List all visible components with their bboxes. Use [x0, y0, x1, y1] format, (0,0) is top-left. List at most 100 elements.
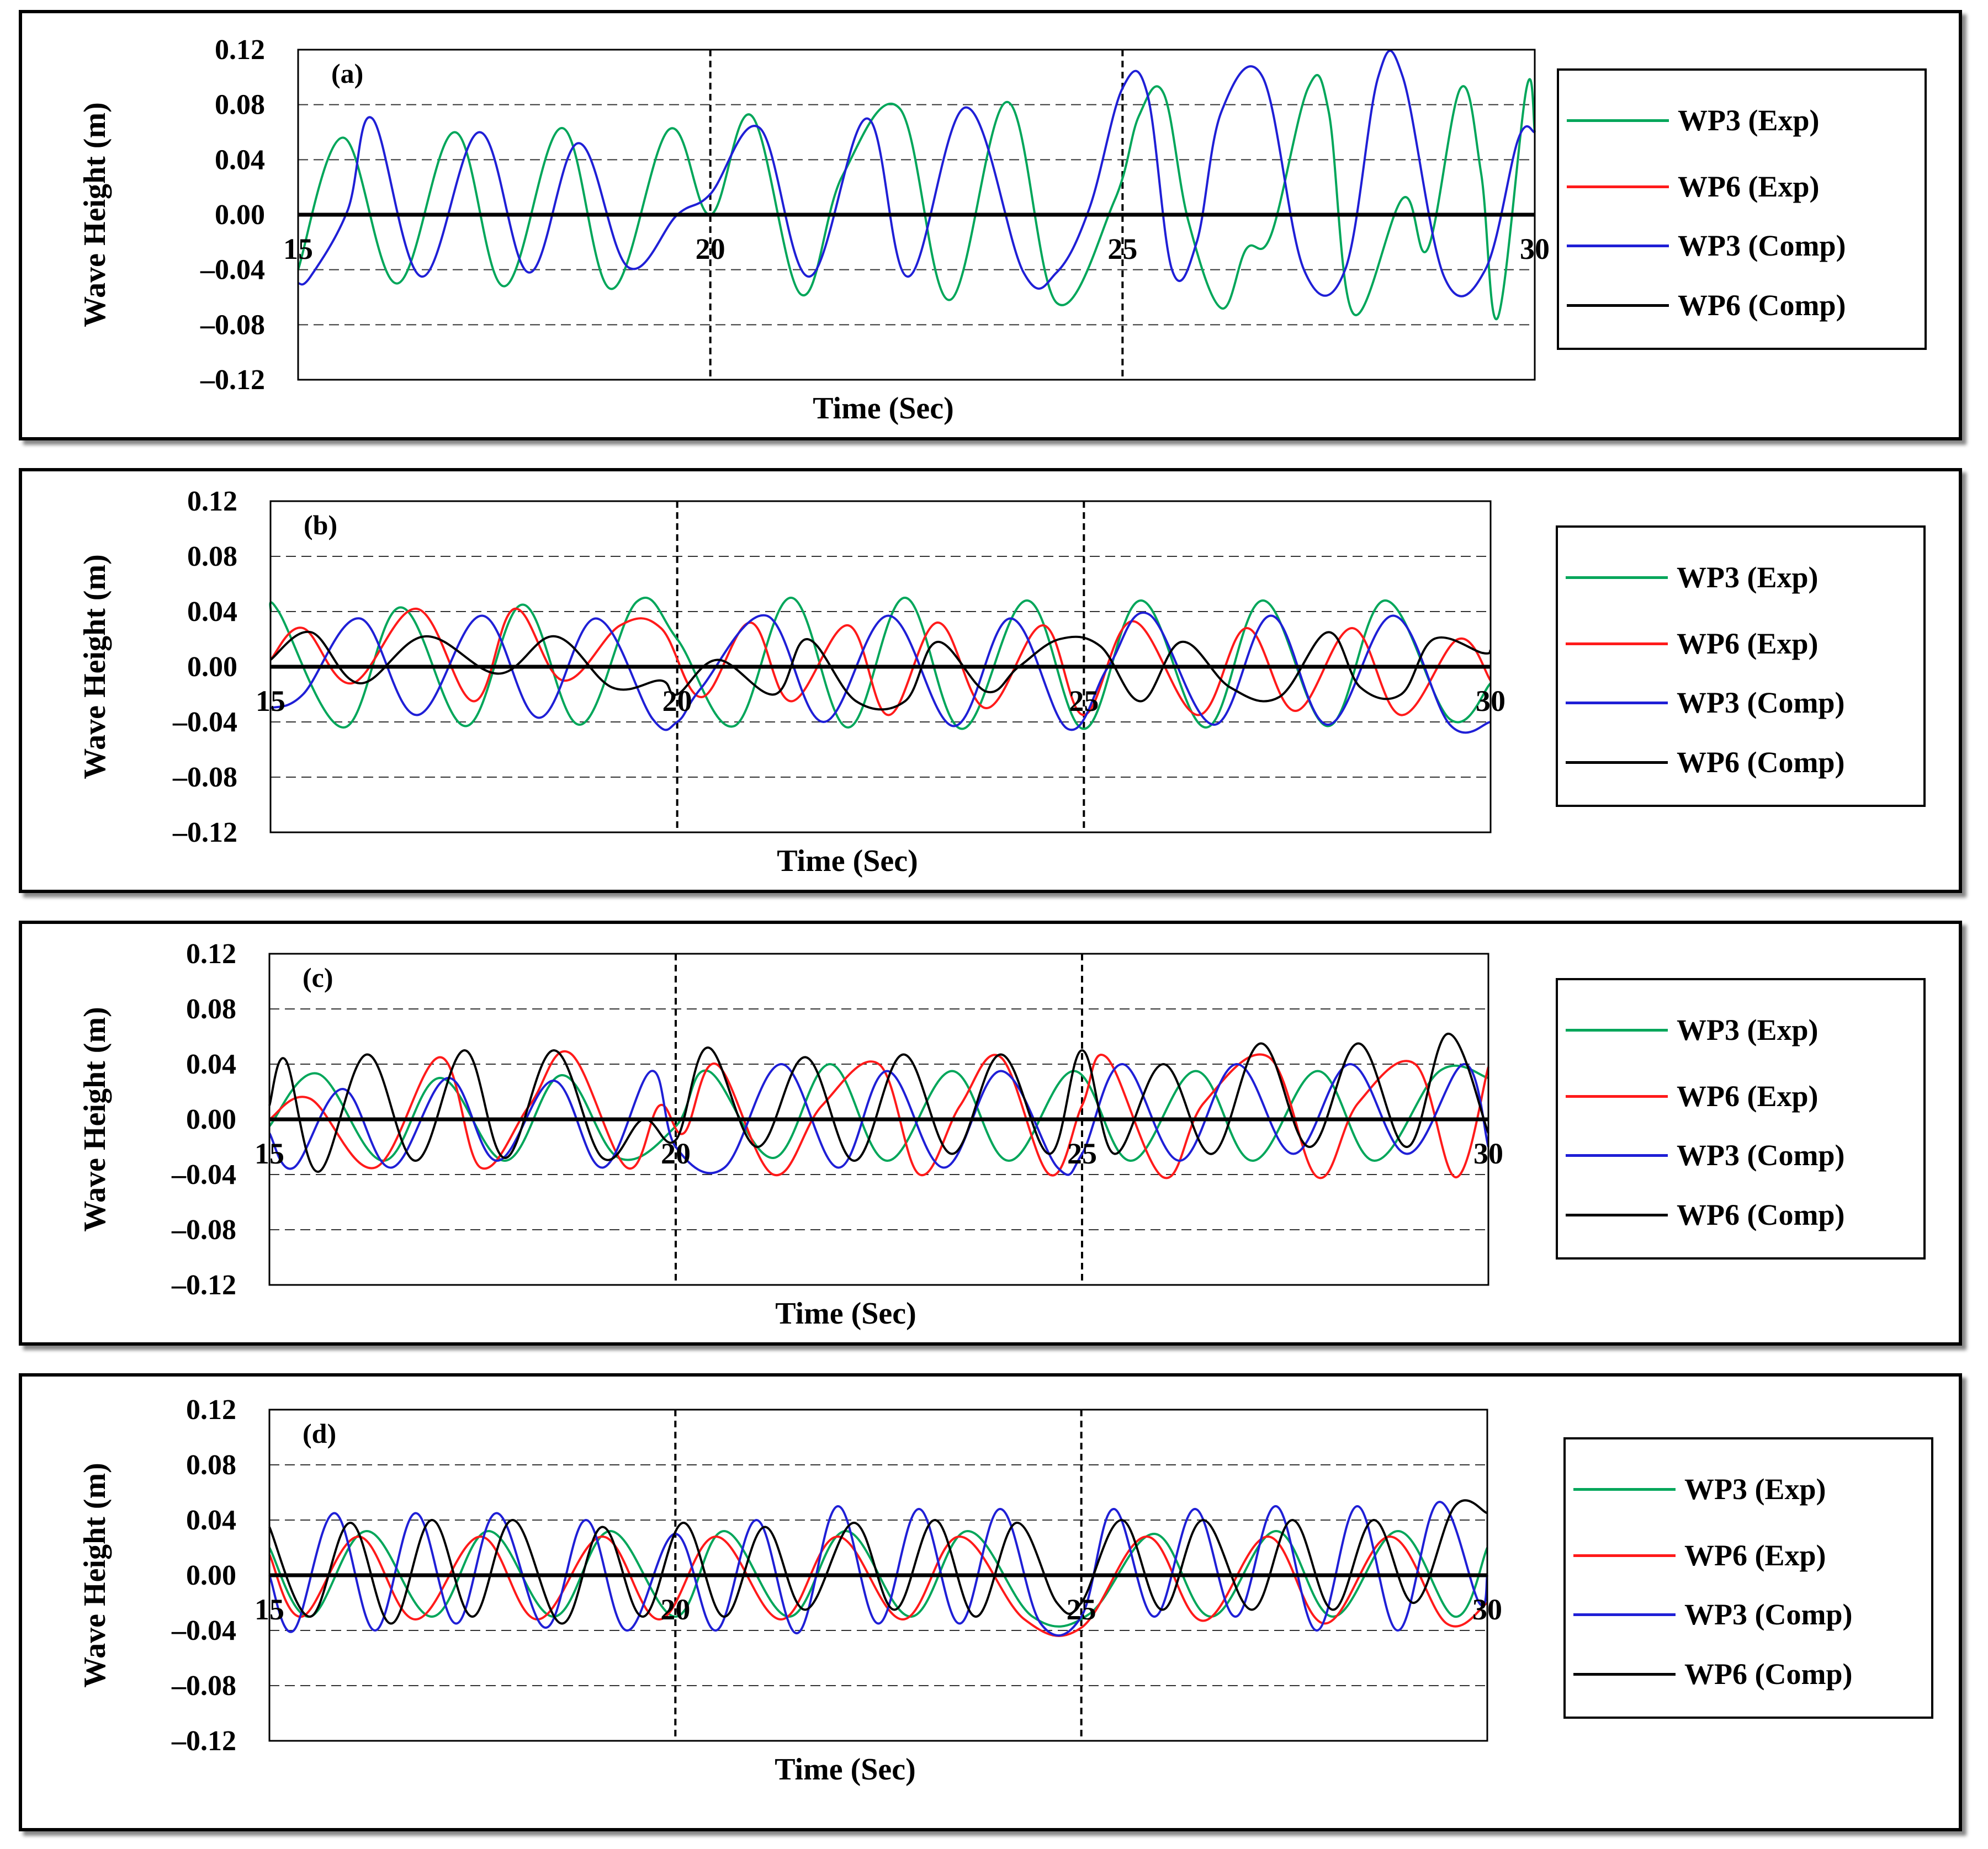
- x-tick-label-b-0: 15: [256, 684, 285, 718]
- legend-label-wp3-comp-d: WP3 (Comp): [1684, 1598, 1853, 1631]
- legend-label-wp6-exp-b: WP6 (Exp): [1677, 627, 1819, 660]
- y-tick-label-b-6: –0.12: [172, 817, 237, 848]
- legend-swatch-wp6-exp-a: [1567, 185, 1669, 188]
- legend-item-wp3-exp-c: WP3 (Exp): [1558, 1013, 1923, 1046]
- y-tick-label-c-0: 0.12: [186, 938, 236, 970]
- legend-label-wp6-exp-a: WP6 (Exp): [1678, 170, 1820, 203]
- x-axis-label-a: Time (Sec): [813, 391, 954, 426]
- legend-label-wp6-exp-c: WP6 (Exp): [1677, 1080, 1819, 1113]
- y-tick-label-d-3: 0.00: [186, 1560, 236, 1591]
- legend-label-wp3-comp-a: WP3 (Comp): [1678, 229, 1846, 262]
- chart-b: 0.12 0.08 0.04 0.00 –0.04 –0.08 –0.12 15 20 25 30 (…: [78, 486, 1505, 878]
- x-tick-label-b-2: 25: [1069, 684, 1099, 718]
- y-tick-label-a-4: –0.04: [200, 254, 265, 286]
- y-tick-label-a-2: 0.04: [215, 144, 265, 176]
- series-wp6-exp-b: [269, 607, 1492, 716]
- y-tick-label-a-6: –0.12: [200, 364, 265, 396]
- y-tick-label-b-2: 0.04: [187, 596, 237, 628]
- y-axis-label-a: Wave Height (m): [78, 102, 112, 327]
- x-tick-label-c-3: 30: [1473, 1137, 1503, 1170]
- legend-label-wp3-comp-c: WP3 (Comp): [1677, 1139, 1845, 1172]
- legend-item-wp6-exp-c: WP6 (Exp): [1558, 1080, 1923, 1113]
- legend-label-wp6-comp-d: WP6 (Comp): [1684, 1657, 1853, 1691]
- legend-swatch-wp3-comp-d: [1573, 1613, 1676, 1616]
- legend-b: WP3 (Exp) WP6 (Exp) WP3 (Comp) WP6 (Comp): [1556, 525, 1926, 807]
- legend-item-wp6-exp-a: WP6 (Exp): [1559, 170, 1925, 203]
- y-tick-label-c-4: –0.04: [171, 1159, 236, 1191]
- legend-label-wp3-exp-d: WP3 (Exp): [1684, 1473, 1826, 1506]
- x-tick-label-c-0: 15: [255, 1137, 284, 1170]
- y-tick-label-b-5: –0.08: [172, 762, 237, 793]
- plot-area-d: [268, 1409, 1488, 1742]
- legend-label-wp6-comp-c: WP6 (Comp): [1677, 1198, 1845, 1231]
- series-wp6-comp-d: [268, 1499, 1488, 1625]
- chart-panel-b: 0.12 0.08 0.04 0.00 –0.04 –0.08 –0.12 15 20 25 30 (…: [19, 468, 1962, 893]
- chart-panel-a: 0.12 0.08 0.04 0.00 –0.04 –0.08 –0.12 15 20 25 30 (…: [19, 10, 1962, 440]
- legend-label-wp3-exp-b: WP3 (Exp): [1677, 561, 1819, 594]
- series-wp6-comp-c: [268, 1033, 1489, 1173]
- legend-swatch-wp3-exp-c: [1566, 1029, 1668, 1032]
- chart-a: 0.12 0.08 0.04 0.00 –0.04 –0.08 –0.12 15 20 25 30 (…: [78, 34, 1550, 426]
- y-tick-label-a-1: 0.08: [215, 89, 265, 121]
- legend-item-wp3-comp-c: WP3 (Comp): [1558, 1139, 1923, 1172]
- series-wp3-comp-b: [270, 612, 1491, 734]
- legend-label-wp6-exp-d: WP6 (Exp): [1684, 1539, 1826, 1572]
- legend-item-wp6-comp-d: WP6 (Comp): [1566, 1657, 1931, 1691]
- x-axis-label-d: Time (Sec): [775, 1752, 916, 1787]
- y-tick-label-c-3: 0.00: [186, 1104, 236, 1135]
- y-tick-label-b-0: 0.12: [187, 486, 237, 517]
- series-wp3-exp-d: [268, 1530, 1488, 1628]
- series-wp3-comp-d: [268, 1501, 1488, 1637]
- legend-swatch-wp3-exp-d: [1573, 1488, 1676, 1491]
- x-tick-label-c-1: 20: [661, 1137, 691, 1170]
- y-tick-label-d-6: –0.12: [171, 1725, 236, 1757]
- legend-item-wp6-comp-c: WP6 (Comp): [1558, 1198, 1923, 1231]
- y-tick-label-d-1: 0.08: [186, 1449, 236, 1481]
- legend-c: WP3 (Exp) WP6 (Exp) WP3 (Comp) WP6 (Comp): [1556, 978, 1926, 1260]
- legend-swatch-wp6-exp-c: [1566, 1095, 1668, 1098]
- legend-d: WP3 (Exp) WP6 (Exp) WP3 (Comp) WP6 (Comp): [1563, 1437, 1933, 1719]
- legend-swatch-wp3-comp-b: [1566, 702, 1668, 704]
- legend-label-wp3-exp-a: WP3 (Exp): [1678, 104, 1820, 137]
- legend-swatch-wp3-exp-a: [1567, 119, 1669, 122]
- legend-item-wp3-exp-b: WP3 (Exp): [1558, 561, 1923, 594]
- legend-item-wp6-exp-b: WP6 (Exp): [1558, 627, 1923, 660]
- legend-item-wp6-comp-b: WP6 (Comp): [1558, 746, 1923, 779]
- y-tick-label-c-1: 0.08: [186, 993, 236, 1025]
- x-tick-label-d-2: 25: [1067, 1593, 1096, 1626]
- panel-label-a: (a): [331, 58, 363, 89]
- chart-panel-c: 0.12 0.08 0.04 0.00 –0.04 –0.08 –0.12 15 20 25 30 (…: [19, 921, 1962, 1346]
- plot-area-a: [297, 49, 1536, 381]
- panel-label-d: (d): [303, 1418, 336, 1449]
- y-tick-label-a-3: 0.00: [215, 199, 265, 231]
- y-tick-label-d-5: –0.08: [171, 1670, 236, 1702]
- legend-swatch-wp6-exp-d: [1573, 1554, 1676, 1557]
- series-wp3-exp-a: [297, 74, 1536, 321]
- x-tick-label-d-1: 20: [660, 1593, 690, 1626]
- plot-area-c: [268, 953, 1489, 1286]
- series-wp3-exp-b: [269, 596, 1492, 730]
- legend-label-wp3-comp-b: WP3 (Comp): [1677, 686, 1845, 719]
- legend-item-wp3-comp-b: WP3 (Comp): [1558, 686, 1923, 719]
- legend-item-wp3-comp-d: WP3 (Comp): [1566, 1598, 1931, 1631]
- series-wp3-comp-c: [268, 1062, 1489, 1176]
- y-tick-label-c-5: –0.08: [171, 1214, 236, 1246]
- chart-panel-d: 0.12 0.08 0.04 0.00 –0.04 –0.08 –0.12 15 20 25 30 (…: [19, 1373, 1962, 1831]
- plot-area-b: [269, 500, 1492, 833]
- y-tick-label-b-3: 0.00: [187, 651, 237, 683]
- y-tick-label-b-1: 0.08: [187, 541, 237, 572]
- legend-a: WP3 (Exp) WP6 (Exp) WP3 (Comp) WP6 (Comp): [1557, 68, 1927, 350]
- legend-item-wp3-comp-a: WP3 (Comp): [1559, 229, 1925, 262]
- y-tick-label-d-2: 0.04: [186, 1505, 236, 1536]
- chart-c: 0.12 0.08 0.04 0.00 –0.04 –0.08 –0.12 15 20 25 30 (…: [78, 938, 1503, 1331]
- legend-label-wp6-comp-b: WP6 (Comp): [1677, 746, 1845, 779]
- x-tick-label-c-2: 25: [1067, 1137, 1097, 1170]
- legend-item-wp6-comp-a: WP6 (Comp): [1559, 289, 1925, 322]
- x-tick-label-d-0: 15: [255, 1593, 284, 1626]
- y-axis-label-c: Wave Height (m): [78, 1007, 112, 1231]
- legend-swatch-wp6-comp-d: [1573, 1673, 1676, 1676]
- legend-item-wp3-exp-a: WP3 (Exp): [1559, 104, 1925, 137]
- legend-swatch-wp6-comp-a: [1567, 304, 1669, 307]
- legend-swatch-wp6-comp-c: [1566, 1214, 1668, 1216]
- legend-swatch-wp3-exp-b: [1566, 576, 1668, 579]
